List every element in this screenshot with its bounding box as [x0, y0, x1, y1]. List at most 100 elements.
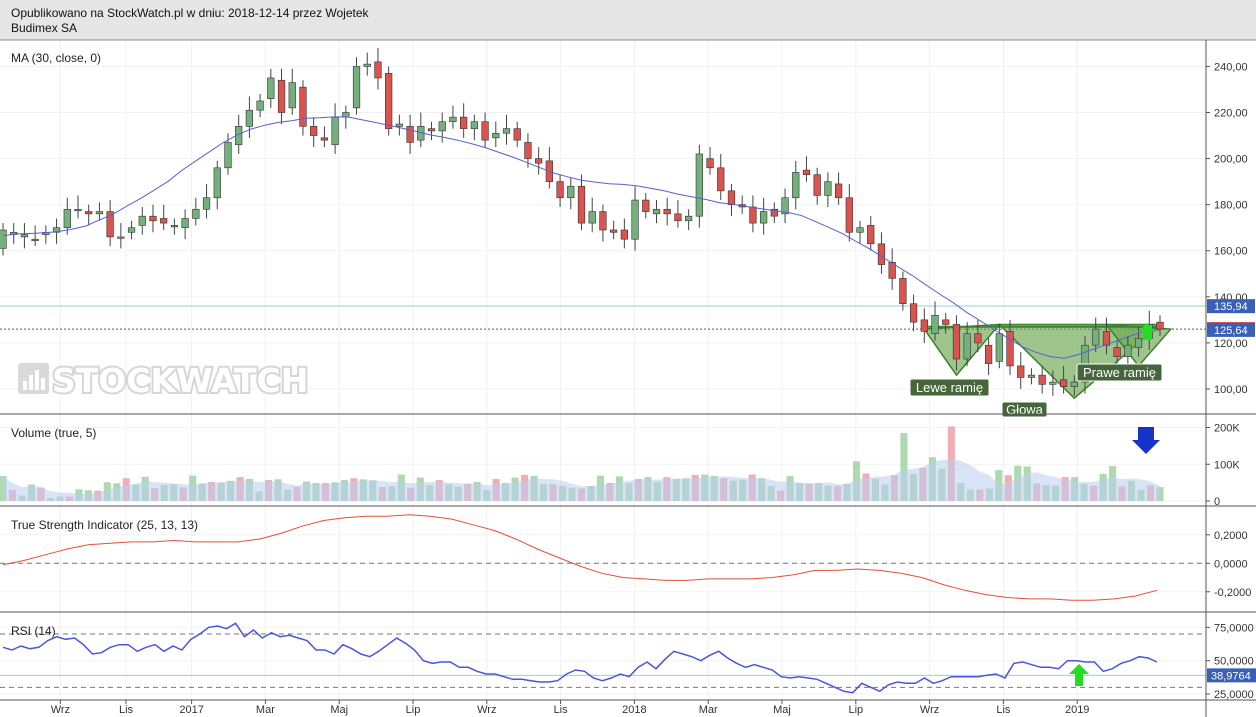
candle-body — [663, 208, 671, 215]
x-tick-label: Wrz — [51, 704, 70, 716]
price-candles — [0, 48, 1164, 396]
candle-body — [170, 225, 179, 228]
tsi-line — [2, 514, 1158, 601]
candle-body — [138, 215, 146, 226]
candle-body — [888, 261, 896, 279]
candle-body — [717, 167, 725, 192]
sell-arrow-down-icon — [1132, 427, 1160, 454]
candle-body — [288, 82, 296, 109]
candle-body — [642, 199, 650, 212]
x-tick-label: Wrz — [920, 704, 939, 716]
candle-body — [481, 121, 489, 141]
candle-body — [52, 227, 61, 233]
volume-tick-label: 100K — [1214, 459, 1240, 471]
candle-body — [727, 190, 736, 205]
candle-body — [749, 206, 757, 224]
rsi-badge-label: 38,9764 — [1211, 670, 1251, 682]
x-tick-label: Lip — [406, 704, 421, 716]
tsi-tick-label: 0,0000 — [1214, 558, 1248, 570]
x-tick-label: Mar — [699, 704, 718, 716]
candle-body — [652, 208, 661, 215]
candle-body — [781, 197, 789, 215]
volume-bar — [900, 433, 908, 501]
x-tick-label: Lip — [848, 704, 863, 716]
right-shoulder-label-box — [1076, 363, 1163, 382]
candle-body — [363, 63, 371, 67]
candle-body — [224, 142, 232, 169]
candle-body — [963, 333, 971, 360]
left-shoulder-label-box — [909, 378, 990, 397]
candle-body — [1134, 337, 1143, 348]
x-tick-label: 2017 — [179, 704, 203, 716]
x-tick-label: Mar — [256, 704, 275, 716]
candle-body — [770, 208, 778, 217]
candle-body — [0, 229, 7, 249]
candle-body — [202, 197, 211, 210]
candle-body — [213, 167, 221, 199]
candle-body — [245, 109, 254, 127]
candle-body — [406, 126, 414, 143]
candle-body — [524, 142, 532, 159]
candle-body — [685, 215, 693, 222]
candle-body — [834, 183, 843, 199]
candle-body — [449, 116, 457, 123]
rsi-badge — [1207, 668, 1256, 683]
candle-body — [1113, 347, 1121, 358]
candle-body — [20, 234, 29, 238]
candle-body — [95, 211, 104, 215]
candle-body — [74, 208, 82, 212]
candle-body — [438, 121, 446, 132]
rsi-tick-label: 75,0000 — [1214, 622, 1254, 634]
price-tick-label: 220,00 — [1214, 108, 1248, 120]
price-tick-label: 100,00 — [1214, 384, 1248, 396]
candle-body — [1070, 381, 1078, 387]
candle-body — [352, 66, 361, 109]
candle-body — [952, 324, 961, 360]
panel-titles: MA (30, close, 0) Volume (true, 5) True … — [11, 51, 198, 638]
candle-body — [631, 199, 639, 240]
candle-body — [620, 229, 628, 240]
candle-body — [695, 153, 703, 217]
candle-body — [117, 236, 125, 239]
price-badge-label: 125,64 — [1214, 325, 1248, 337]
candle-body — [1059, 379, 1068, 387]
candle-body — [845, 197, 853, 233]
candle-body — [802, 169, 811, 176]
candle-body — [492, 132, 500, 139]
candle-body — [427, 128, 436, 132]
price-panel-title: MA (30, close, 0) — [11, 51, 101, 65]
candle-body — [877, 243, 886, 265]
volume-ma-area — [3, 458, 1160, 501]
left-shoulder-label: Lewe ramię — [916, 380, 983, 395]
candle-body — [899, 278, 907, 305]
candle-body — [1102, 331, 1111, 346]
candle-body — [759, 211, 768, 224]
candle-body — [556, 181, 564, 199]
volume-tick-label: 200K — [1214, 423, 1240, 435]
instrument-name: Budimex SA — [11, 21, 78, 35]
candle-body — [331, 116, 339, 146]
price-tick-label: 200,00 — [1214, 154, 1248, 166]
price-badge — [1207, 322, 1255, 337]
pattern-annotations: Lewe ramię Głowa Prawe ramię — [909, 323, 1163, 686]
candle-body — [706, 158, 714, 169]
buy-arrow-up-icon — [1138, 323, 1156, 340]
candle-body — [824, 181, 832, 196]
tsi-panel-title: True Strength Indicator (25, 13, 13) — [11, 518, 198, 532]
candle-body — [1156, 321, 1164, 330]
price-badge-label: 135,94 — [1214, 301, 1248, 313]
x-tick-label: Lis — [119, 704, 134, 716]
candle-body — [674, 213, 682, 222]
price-badge — [1207, 299, 1255, 314]
publish-info: Opublikowano na StockWatch.pl w dniu: 20… — [11, 6, 369, 20]
candle-body — [599, 211, 607, 231]
candle-body — [513, 128, 521, 141]
candle-body — [460, 116, 468, 129]
candle-body — [1006, 331, 1014, 367]
candle-body — [792, 172, 800, 199]
x-tick-label: Lis — [554, 704, 569, 716]
volume-tick-label: 0 — [1214, 496, 1220, 508]
candle-body — [63, 208, 71, 228]
candle-body — [181, 218, 189, 228]
candle-body — [535, 158, 543, 164]
